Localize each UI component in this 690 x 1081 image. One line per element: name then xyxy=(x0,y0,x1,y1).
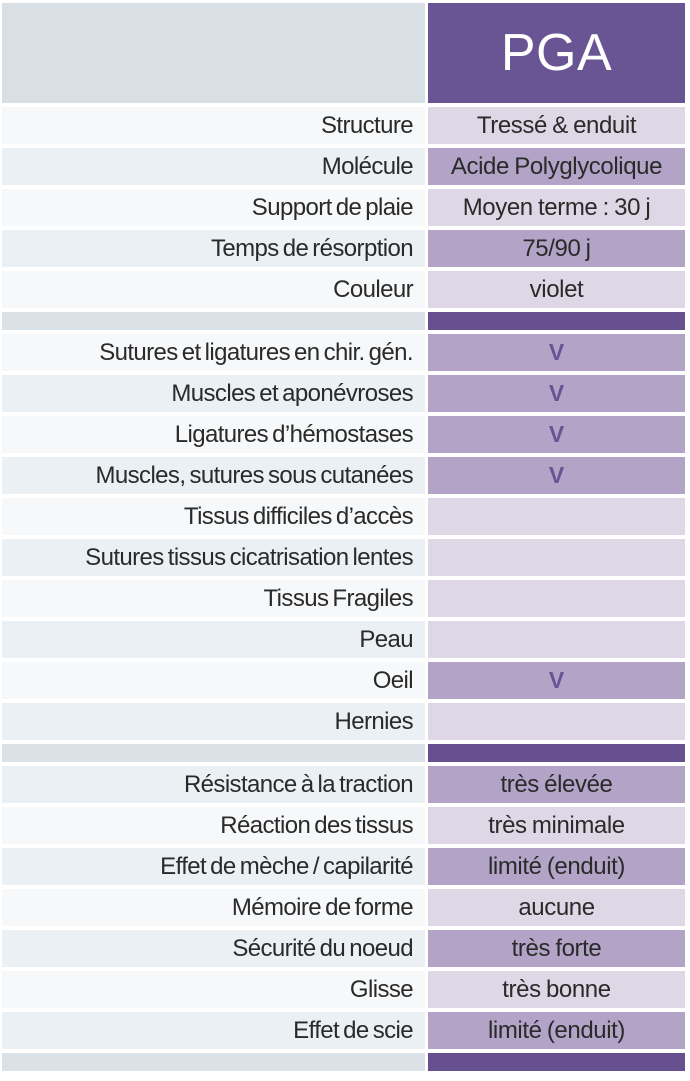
row-value xyxy=(428,621,685,658)
table-row: Muscles, sutures sous cutanées V xyxy=(2,457,685,494)
row-label: Sécurité du noeud xyxy=(2,930,425,967)
table-row: Sécurité du noeud très forte xyxy=(2,930,685,967)
table-row: Oeil V xyxy=(2,662,685,699)
separator-right-cell xyxy=(428,744,685,762)
section-separator xyxy=(2,1053,685,1071)
row-value xyxy=(428,498,685,535)
row-value: très bonne xyxy=(428,971,685,1008)
table-row: Glisse très bonne xyxy=(2,971,685,1008)
row-label: Muscles et aponévroses xyxy=(2,375,425,412)
row-label: Molécule xyxy=(2,148,425,185)
table-row: Sutures tissus cicatrisation lentes xyxy=(2,539,685,576)
check-mark: V xyxy=(428,375,685,412)
row-value: limité (enduit) xyxy=(428,1012,685,1049)
separator-right-cell xyxy=(428,312,685,330)
table-row: Ligatures d’hémostases V xyxy=(2,416,685,453)
table-row: Molécule Acide Polyglycolique xyxy=(2,148,685,185)
table-row: Mémoire de forme aucune xyxy=(2,889,685,926)
row-value: Acide Polyglycolique xyxy=(428,148,685,185)
row-label: Temps de résorption xyxy=(2,230,425,267)
row-value: aucune xyxy=(428,889,685,926)
row-value: très forte xyxy=(428,930,685,967)
row-value xyxy=(428,580,685,617)
row-label: Ligatures d’hémostases xyxy=(2,416,425,453)
row-value: Moyen terme : 30 j xyxy=(428,189,685,226)
separator-left-cell xyxy=(2,1053,425,1071)
table-row: Résistance à la traction très élevée xyxy=(2,766,685,803)
table-row: Hernies xyxy=(2,703,685,740)
row-value: très minimale xyxy=(428,807,685,844)
row-label: Glisse xyxy=(2,971,425,1008)
row-value: 75/90 j xyxy=(428,230,685,267)
row-label: Sutures tissus cicatrisation lentes xyxy=(2,539,425,576)
row-value: violet xyxy=(428,271,685,308)
table-row: Tissus difficiles d’accès xyxy=(2,498,685,535)
header-empty-cell xyxy=(2,3,425,103)
product-name-header: PGA xyxy=(428,3,685,103)
table-header-row: PGA xyxy=(2,3,685,103)
row-value xyxy=(428,703,685,740)
separator-right-cell xyxy=(428,1053,685,1071)
row-label: Couleur xyxy=(2,271,425,308)
row-label: Effet de mèche / capilarité xyxy=(2,848,425,885)
table-row: Muscles et aponévroses V xyxy=(2,375,685,412)
row-label: Résistance à la traction xyxy=(2,766,425,803)
row-label: Oeil xyxy=(2,662,425,699)
row-value: Tressé & enduit xyxy=(428,107,685,144)
row-label: Effet de scie xyxy=(2,1012,425,1049)
table-row: Sutures et ligatures en chir. gén. V xyxy=(2,334,685,371)
row-label: Réaction des tissus xyxy=(2,807,425,844)
row-label: Peau xyxy=(2,621,425,658)
row-value: très élevée xyxy=(428,766,685,803)
row-label: Muscles, sutures sous cutanées xyxy=(2,457,425,494)
row-label: Tissus difficiles d’accès xyxy=(2,498,425,535)
separator-left-cell xyxy=(2,312,425,330)
row-label: Sutures et ligatures en chir. gén. xyxy=(2,334,425,371)
table-row: Effet de scie limité (enduit) xyxy=(2,1012,685,1049)
row-value: limité (enduit) xyxy=(428,848,685,885)
table-row: Structure Tressé & enduit xyxy=(2,107,685,144)
row-label: Tissus Fragiles xyxy=(2,580,425,617)
table-row: Réaction des tissus très minimale xyxy=(2,807,685,844)
section-separator xyxy=(2,312,685,330)
separator-left-cell xyxy=(2,744,425,762)
check-mark: V xyxy=(428,457,685,494)
table-row: Effet de mèche / capilarité limité (endu… xyxy=(2,848,685,885)
section-separator xyxy=(2,744,685,762)
row-label: Structure xyxy=(2,107,425,144)
table-row: Peau xyxy=(2,621,685,658)
table-row: Couleur violet xyxy=(2,271,685,308)
row-label: Hernies xyxy=(2,703,425,740)
row-value xyxy=(428,539,685,576)
table-row: Support de plaie Moyen terme : 30 j xyxy=(2,189,685,226)
row-label: Support de plaie xyxy=(2,189,425,226)
check-mark: V xyxy=(428,416,685,453)
check-mark: V xyxy=(428,334,685,371)
row-label: Mémoire de forme xyxy=(2,889,425,926)
table-row: Temps de résorption 75/90 j xyxy=(2,230,685,267)
table-row: Tissus Fragiles xyxy=(2,580,685,617)
check-mark: V xyxy=(428,662,685,699)
